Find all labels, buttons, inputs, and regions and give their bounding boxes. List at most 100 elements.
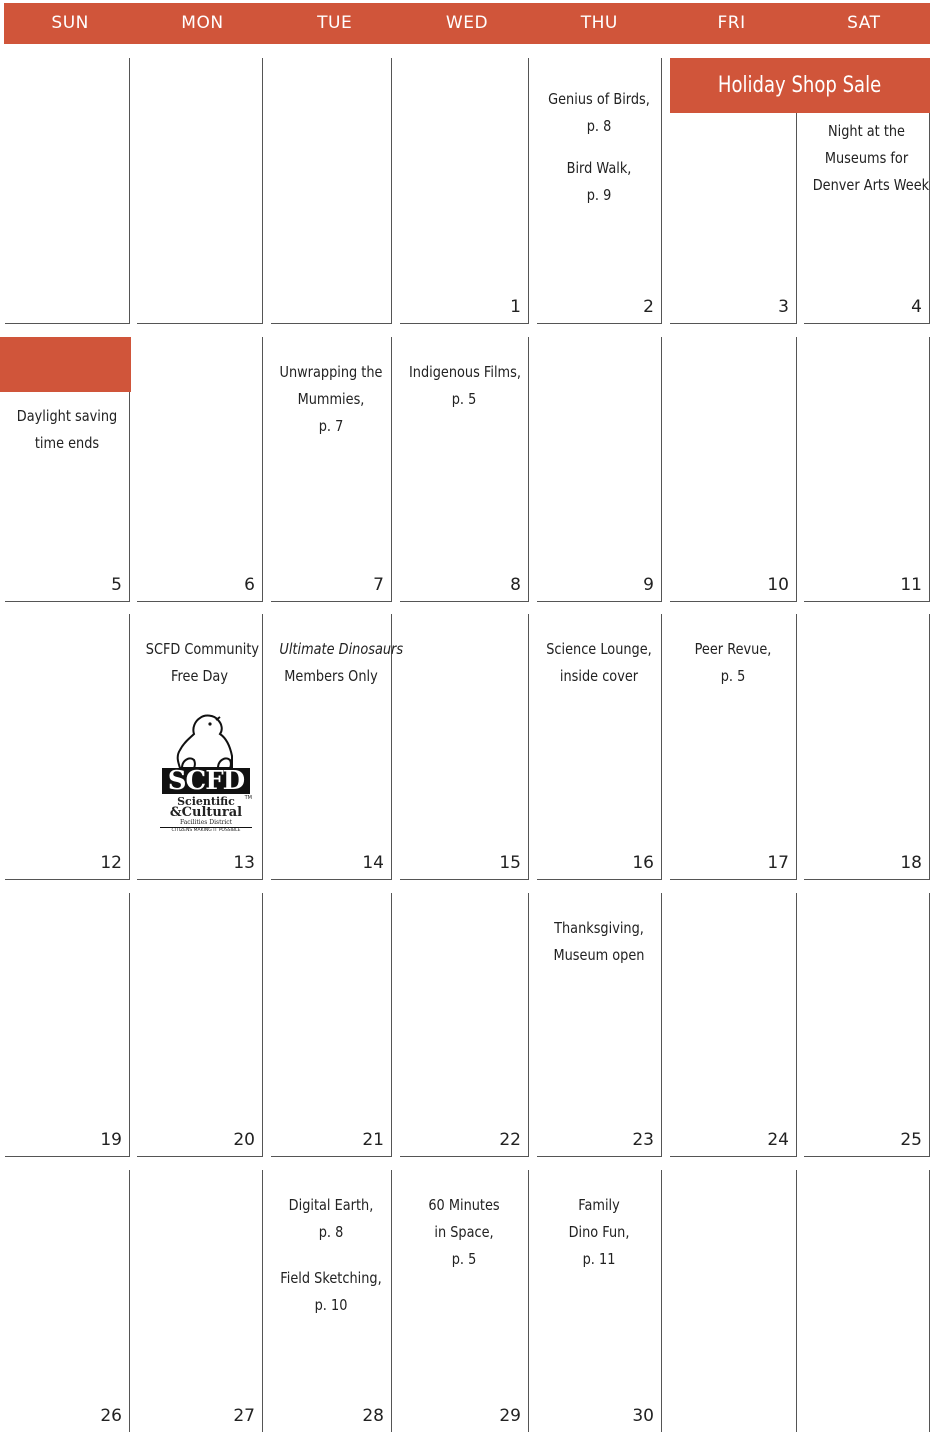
calendar-event: Field Sketching, p. 10 bbox=[279, 1265, 382, 1319]
calendar-event: Peer Revue, p. 5 bbox=[679, 636, 787, 690]
event-line: time ends bbox=[34, 434, 100, 452]
calendar-event: Genius of Birds, p. 8 bbox=[546, 86, 653, 140]
day-number: 3 bbox=[778, 297, 789, 317]
event-line: Daylight saving bbox=[16, 407, 118, 425]
calendar-event: Science Lounge, inside cover bbox=[546, 636, 653, 690]
day-number: 30 bbox=[632, 1406, 654, 1426]
calendar-event: Ultimate Dinosaurs Members Only bbox=[279, 636, 404, 690]
event-line: Genius of Birds, bbox=[548, 90, 650, 108]
day-cell: 18 bbox=[804, 614, 930, 880]
event-line: p. 9 bbox=[586, 186, 612, 204]
day-cell: 20 bbox=[137, 893, 263, 1157]
event-line: SCFD Community bbox=[145, 640, 260, 658]
scfd-line1: Scientific bbox=[177, 795, 235, 808]
calendar-event: Digital Earth, p. 8 bbox=[279, 1192, 382, 1246]
event-line: p. 8 bbox=[318, 1223, 344, 1241]
weekday-thu: THU bbox=[580, 13, 618, 33]
day-cell: 1 bbox=[400, 58, 529, 324]
scfd-mark: SCFD bbox=[167, 766, 245, 796]
day-cell: 27 bbox=[137, 1170, 263, 1432]
day-number: 22 bbox=[499, 1130, 521, 1150]
day-cell: 10 bbox=[670, 337, 797, 602]
event-line: p. 8 bbox=[586, 117, 612, 135]
day-number: 2 bbox=[643, 297, 654, 317]
day-number: 27 bbox=[233, 1406, 255, 1426]
day-cell: 15 bbox=[400, 614, 529, 880]
calendar-event: Night at the Museums for Denver Arts Week bbox=[812, 118, 930, 199]
day-number: 7 bbox=[373, 575, 384, 595]
weekday-mon: MON bbox=[181, 13, 224, 33]
day-cell: 2 Genius of Birds, p. 8 Bird Walk, p. 9 bbox=[537, 58, 662, 324]
day-number: 18 bbox=[900, 853, 922, 873]
day-number: 28 bbox=[362, 1406, 384, 1426]
day-cell: 8 Indigenous Films, p. 5 bbox=[400, 337, 529, 602]
event-line: p. 5 bbox=[451, 1250, 477, 1268]
day-cell: 22 bbox=[400, 893, 529, 1157]
scfd-line2: &Cultural bbox=[169, 805, 243, 820]
day-cell: 28 Digital Earth, p. 8 Field Sketching, p. 1… bbox=[271, 1170, 392, 1432]
daylight-banner-block bbox=[0, 337, 131, 392]
weekday-sat: SAT bbox=[847, 13, 881, 33]
calendar-event: 60 Minutes in Space, p. 5 bbox=[409, 1192, 519, 1273]
day-number: 14 bbox=[362, 853, 384, 873]
bear-icon bbox=[162, 714, 250, 794]
event-line: Museums for bbox=[824, 149, 909, 167]
day-cell: 23 Thanksgiving, Museum open bbox=[537, 893, 662, 1157]
day-number: 26 bbox=[100, 1406, 122, 1426]
event-line: Field Sketching, bbox=[280, 1269, 382, 1287]
day-cell: 26 bbox=[5, 1170, 130, 1432]
calendar-event: Unwrapping the Mummies, p. 7 bbox=[279, 359, 383, 440]
holiday-shop-label: Holiday Shop Sale bbox=[718, 73, 882, 98]
day-cell bbox=[271, 58, 392, 324]
day-number: 13 bbox=[233, 853, 255, 873]
event-line: Thanksgiving, bbox=[554, 919, 644, 937]
day-number: 16 bbox=[632, 853, 654, 873]
day-cell: 9 bbox=[537, 337, 662, 602]
event-line: in Space, bbox=[434, 1223, 494, 1241]
day-number: 20 bbox=[233, 1130, 255, 1150]
day-cell: 29 60 Minutes in Space, p. 5 bbox=[400, 1170, 529, 1432]
day-cell bbox=[804, 1170, 930, 1432]
day-cell bbox=[670, 1170, 797, 1432]
event-line: p. 7 bbox=[318, 417, 344, 435]
event-line: Indigenous Films, bbox=[408, 363, 521, 381]
day-cell: 3 bbox=[670, 58, 797, 324]
day-number: 15 bbox=[499, 853, 521, 873]
event-line: inside cover bbox=[559, 667, 639, 685]
calendar-event: Thanksgiving, Museum open bbox=[546, 915, 653, 969]
day-cell: 24 bbox=[670, 893, 797, 1157]
day-cell: 7 Unwrapping the Mummies, p. 7 bbox=[271, 337, 392, 602]
event-line: Free Day bbox=[171, 667, 228, 685]
day-cell: 14 Ultimate Dinosaurs Members Only bbox=[271, 614, 404, 880]
day-cell: 19 bbox=[5, 893, 130, 1157]
day-cell: 4 Night at the Museums for Denver Arts Week bbox=[804, 58, 930, 324]
day-cell: 12 bbox=[5, 614, 130, 880]
calendar-event: SCFD Community Free Day bbox=[145, 636, 260, 690]
event-line: p. 11 bbox=[582, 1250, 616, 1268]
day-number: 24 bbox=[767, 1130, 789, 1150]
day-cell bbox=[5, 58, 130, 324]
day-number: 23 bbox=[632, 1130, 654, 1150]
event-line: Mummies, bbox=[297, 390, 365, 408]
day-cell bbox=[137, 58, 263, 324]
scfd-logo: SCFD TM Scientific &Cultural Facilities … bbox=[160, 712, 252, 834]
event-line: Dino Fun, bbox=[568, 1223, 630, 1241]
event-line: Members Only bbox=[284, 667, 378, 685]
day-number: 9 bbox=[643, 575, 654, 595]
day-number: 4 bbox=[911, 297, 922, 317]
event-line: Denver Arts Week bbox=[812, 176, 930, 194]
weekday-header: SUN MON TUE WED THU FRI SAT bbox=[4, 3, 930, 44]
day-cell: 13 SCFD Community Free Day bbox=[137, 614, 263, 880]
day-number: 6 bbox=[244, 575, 255, 595]
calendar-event: Daylight saving time ends bbox=[14, 403, 121, 457]
event-line: Ultimate Dinosaurs bbox=[279, 640, 404, 658]
event-line: Museum open bbox=[553, 946, 645, 964]
scfd-tm: TM bbox=[244, 795, 252, 801]
event-line: Family bbox=[578, 1196, 620, 1214]
event-line: Science Lounge, bbox=[546, 640, 652, 658]
event-line: p. 10 bbox=[314, 1296, 348, 1314]
event-line: Digital Earth, bbox=[288, 1196, 374, 1214]
event-line: 60 Minutes bbox=[428, 1196, 500, 1214]
weekday-tue: TUE bbox=[317, 13, 353, 33]
scfd-tagline: CITIZENS MAKING IT POSSIBLE bbox=[160, 827, 252, 834]
